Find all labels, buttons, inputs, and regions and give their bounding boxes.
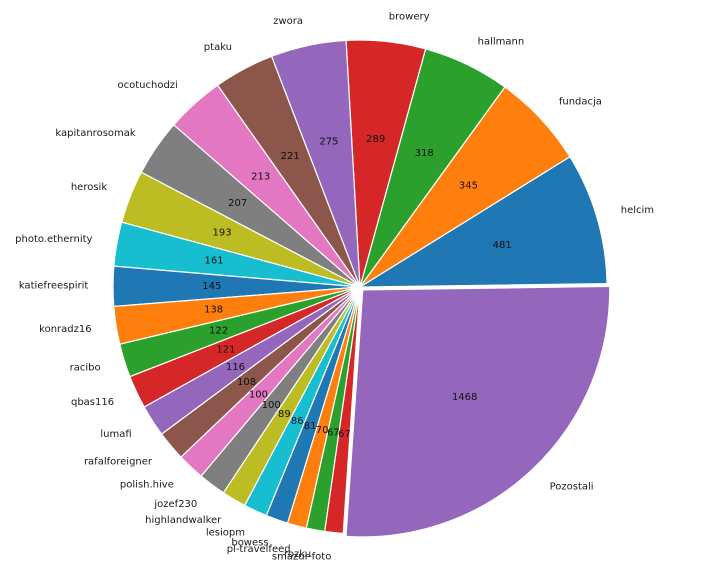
- pie-slice-smazur-foto: [324, 286, 361, 535]
- slice-value-label: 122: [209, 326, 228, 337]
- slice-category-label: pl-travelfeed: [227, 544, 291, 555]
- slice-value-label: 100: [262, 400, 281, 411]
- slice-category-label: smazur-foto: [272, 552, 331, 563]
- slice-value-label: 67: [338, 429, 351, 440]
- slice-value-label: 89: [278, 409, 291, 420]
- slice-value-label: 108: [237, 377, 256, 388]
- slice-value-label: 100: [249, 389, 268, 400]
- slice-value-label: 70: [316, 425, 329, 436]
- slice-value-label: 1468: [452, 392, 477, 403]
- slice-category-label: Pozostali: [550, 482, 594, 493]
- slice-category-label: browery: [389, 11, 430, 22]
- pie-slice-pozostali: [345, 285, 611, 538]
- slice-category-label: hallmann: [478, 37, 525, 48]
- slice-value-label: 116: [226, 362, 245, 373]
- slice-value-label: 145: [202, 281, 221, 292]
- slice-category-label: photo.ethernity: [15, 234, 92, 245]
- slice-value-label: 275: [319, 137, 338, 148]
- slice-category-label: konradz16: [39, 324, 91, 335]
- slice-category-label: racibo: [70, 363, 101, 374]
- slice-category-label: helcim: [621, 205, 654, 216]
- slice-value-label: 193: [213, 227, 232, 238]
- slice-category-label: herosik: [71, 182, 107, 193]
- pie-slice-helcim: [359, 156, 608, 288]
- slice-value-label: 161: [205, 256, 224, 267]
- slice-value-label: 81: [304, 421, 317, 432]
- slice-category-label: zwora: [273, 16, 303, 27]
- slice-category-label: jozef230: [153, 499, 197, 510]
- slice-value-label: 207: [228, 198, 247, 209]
- slice-value-label: 86: [291, 416, 304, 427]
- slice-category-label: katiefreespirit: [19, 281, 89, 292]
- slice-value-label: 138: [204, 305, 223, 316]
- slice-value-label: 289: [366, 134, 385, 145]
- slice-category-label: lesiopm: [206, 528, 245, 539]
- slice-category-label: rafalforeigner: [84, 456, 153, 467]
- pie-category-labels: helcim fundacja hallmann browery zwora ptaku o…: [15, 11, 654, 562]
- slice-value-label: 481: [493, 240, 512, 251]
- slice-value-label: 221: [281, 151, 300, 162]
- slice-value-label: 121: [216, 345, 235, 356]
- slice-category-label: lumafi: [100, 429, 131, 440]
- slice-value-label: 213: [251, 172, 270, 183]
- slice-category-label: ocotuchodzi: [118, 80, 178, 91]
- slice-value-label: 318: [415, 148, 434, 159]
- slice-category-label: ptaku: [204, 42, 232, 53]
- slice-category-label: kapitanrosomak: [55, 128, 135, 139]
- pie-slices: [112, 39, 611, 538]
- slice-category-label: rozku: [284, 549, 311, 560]
- slice-category-label: highlandwalker: [145, 515, 222, 526]
- slice-category-label: bowess: [231, 537, 268, 548]
- slice-value-label: 345: [459, 181, 478, 192]
- pie-value-labels: 481 345 318 289 275 221 213 207 193 161 145 138 122 1…: [202, 134, 512, 440]
- slice-category-label: fundacja: [559, 96, 602, 107]
- slice-category-label: polish.hive: [120, 479, 174, 490]
- slice-value-label: 67: [327, 427, 340, 438]
- slice-category-label: qbas116: [71, 397, 114, 408]
